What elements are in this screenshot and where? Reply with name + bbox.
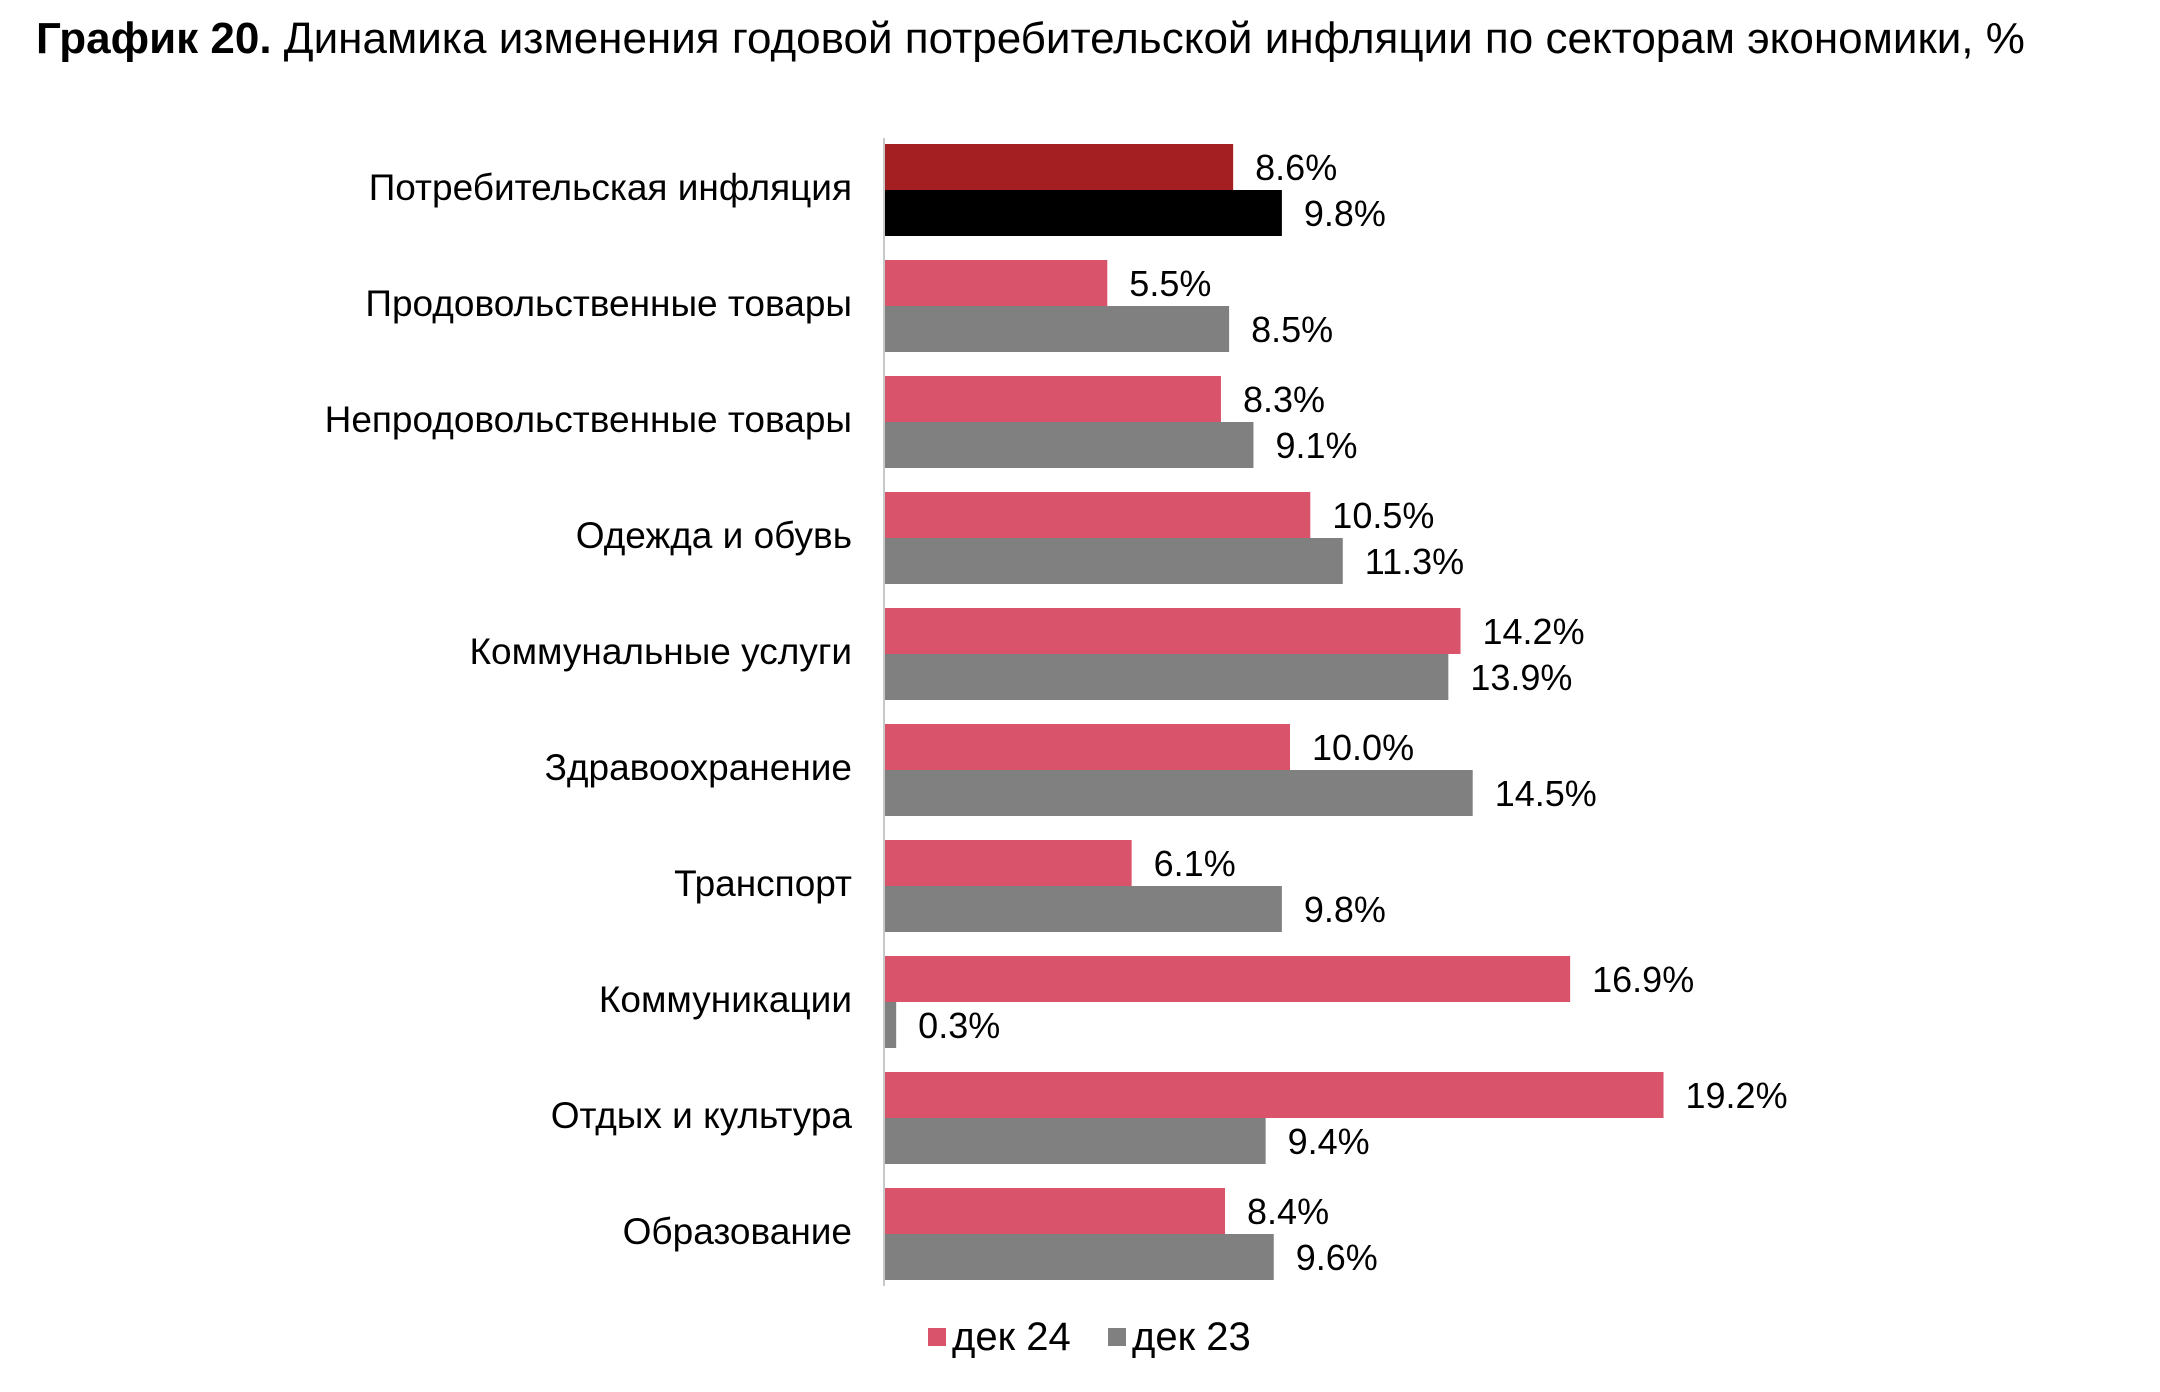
value-label-dec23: 9.8%	[1304, 889, 1386, 930]
value-label-dec24: 6.1%	[1154, 843, 1236, 884]
category-label: Транспорт	[674, 863, 852, 904]
legend-label: дек 24	[952, 1315, 1071, 1359]
value-label-dec23: 14.5%	[1495, 773, 1597, 814]
value-label-dec23: 9.6%	[1296, 1237, 1378, 1278]
value-label-dec24: 16.9%	[1592, 959, 1694, 1000]
chart-title: График 20. Динамика изменения годовой по…	[36, 14, 2025, 64]
bar-dec24	[884, 376, 1221, 422]
bar-dec24	[884, 956, 1571, 1002]
bar-dec24	[884, 144, 1234, 190]
value-label-dec23: 13.9%	[1470, 657, 1572, 698]
bar-dec23	[884, 190, 1282, 236]
bar-dec24	[884, 724, 1290, 770]
value-label-dec23: 9.1%	[1275, 425, 1357, 466]
bar-dec23	[884, 770, 1473, 816]
value-label-dec24: 10.5%	[1332, 495, 1434, 536]
legend: дек 24 дек 23	[928, 1315, 1251, 1359]
category-label: Непродовольственные товары	[325, 399, 852, 440]
bar-dec23	[884, 306, 1230, 352]
value-label-dec24: 8.3%	[1243, 379, 1325, 420]
bar-dec23	[884, 422, 1254, 468]
category-label: Образование	[623, 1211, 852, 1252]
chart-title-number: График 20.	[36, 14, 272, 63]
category-label: Потребительская инфляция	[369, 167, 852, 208]
value-label-dec23: 0.3%	[918, 1005, 1000, 1046]
value-label-dec23: 9.8%	[1304, 193, 1386, 234]
bar-dec24	[884, 1188, 1226, 1234]
bar-dec24	[884, 260, 1108, 306]
bar-dec24	[884, 492, 1311, 538]
legend-swatch	[928, 1328, 946, 1346]
value-label-dec24: 8.6%	[1255, 147, 1337, 188]
chart-title-text: Динамика изменения годовой потребительск…	[271, 14, 2025, 63]
bar-dec24	[884, 840, 1132, 886]
legend-item-dec24: дек 24	[928, 1315, 1071, 1359]
bar-dec23	[884, 1002, 897, 1048]
category-label: Одежда и обувь	[576, 515, 852, 556]
value-label-dec23: 11.3%	[1365, 541, 1464, 582]
legend-label: дек 23	[1132, 1315, 1251, 1359]
value-label-dec24: 14.2%	[1483, 611, 1585, 652]
bar-dec24	[884, 1072, 1664, 1118]
category-label: Продовольственные товары	[365, 283, 852, 324]
value-label-dec24: 19.2%	[1686, 1075, 1788, 1116]
bar-dec24	[884, 608, 1461, 654]
value-label-dec24: 5.5%	[1129, 263, 1211, 304]
legend-swatch	[1108, 1328, 1126, 1346]
bar-dec23	[884, 1118, 1266, 1164]
value-label-dec23: 9.4%	[1288, 1121, 1370, 1162]
category-label: Здравоохранение	[545, 747, 852, 788]
bar-dec23	[884, 538, 1343, 584]
value-label-dec24: 8.4%	[1247, 1191, 1329, 1232]
legend-item-dec23: дек 23	[1108, 1315, 1251, 1359]
bar-dec23	[884, 1234, 1274, 1280]
bar-dec23	[884, 654, 1449, 700]
category-label: Отдых и культура	[551, 1095, 853, 1136]
bar-dec23	[884, 886, 1282, 932]
category-label: Коммунальные услуги	[469, 631, 852, 672]
bars-layer	[884, 144, 1664, 1280]
value-label-dec23: 8.5%	[1251, 309, 1333, 350]
category-label: Коммуникации	[599, 979, 852, 1020]
labels-layer: Потребительская инфляция 8.6% 9.8% Продовол…	[325, 147, 1788, 1278]
value-label-dec24: 10.0%	[1312, 727, 1414, 768]
